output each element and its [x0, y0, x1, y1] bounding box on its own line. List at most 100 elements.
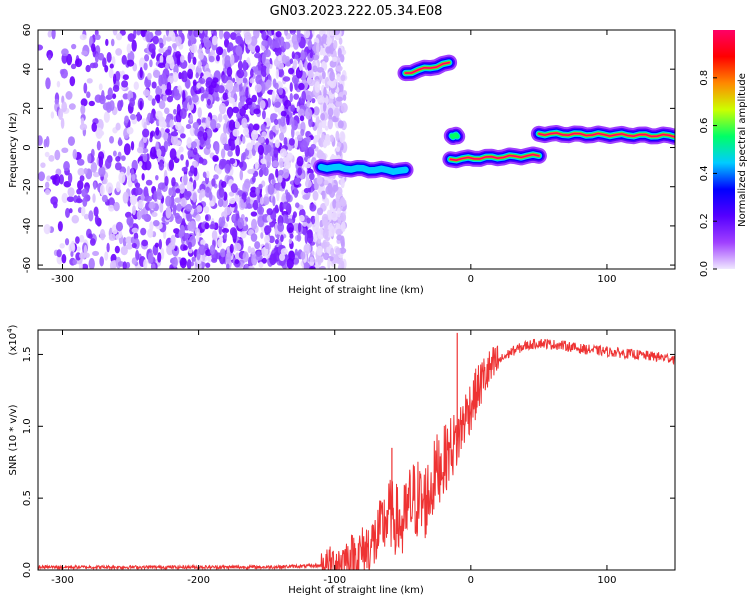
noise-blob	[108, 204, 115, 212]
noise-blob	[227, 107, 233, 119]
noise-blob	[63, 161, 70, 172]
signal-segment	[443, 126, 466, 145]
noise-blob	[211, 257, 218, 263]
noise-blob	[151, 81, 157, 89]
noise-blob	[288, 238, 293, 244]
noise-blob	[188, 30, 193, 37]
noise-blob	[304, 163, 312, 169]
noise-blob	[74, 58, 83, 68]
noise-blob	[309, 256, 315, 263]
noise-blob	[173, 228, 180, 234]
noise-blob	[297, 108, 305, 118]
noise-blob	[217, 85, 225, 94]
noise-blob	[242, 59, 247, 72]
figure-title: GN03.2023.222.05.34.E08	[270, 4, 443, 19]
noise-blob	[86, 91, 91, 99]
noise-blob	[98, 83, 103, 91]
noise-blob	[126, 165, 131, 176]
noise-blob	[232, 106, 240, 114]
noise-blob	[291, 116, 295, 128]
noise-blob	[296, 233, 302, 242]
noise-blob	[277, 54, 282, 62]
noise-blob	[159, 201, 164, 213]
noise-blob	[179, 257, 187, 269]
noise-blob	[185, 123, 192, 130]
noise-blob	[335, 228, 343, 236]
signal-band	[404, 61, 450, 74]
noise-blob	[209, 200, 215, 207]
noise-blob	[126, 126, 134, 135]
noise-blob	[129, 194, 138, 206]
noise-blob	[66, 196, 75, 203]
noise-blob	[280, 248, 288, 255]
noise-blob	[71, 214, 80, 224]
noise-blob	[307, 69, 314, 79]
noise-blob	[142, 153, 148, 163]
noise-blob	[98, 156, 104, 168]
noise-blob	[106, 51, 112, 63]
noise-blob	[265, 144, 272, 153]
noise-blob	[264, 234, 270, 244]
noise-blob	[69, 76, 76, 87]
noise-blob	[152, 69, 161, 79]
noise-blob	[336, 234, 343, 241]
noise-blob	[316, 245, 323, 256]
noise-blob	[219, 248, 226, 258]
noise-blob	[274, 182, 281, 191]
noise-blob	[232, 128, 240, 137]
noise-blob	[186, 100, 194, 111]
noise-blob	[277, 222, 285, 233]
noise-blob	[156, 191, 163, 200]
noise-blob	[149, 131, 154, 139]
noise-blob	[265, 66, 270, 76]
noise-blob	[244, 263, 249, 269]
noise-blob	[313, 106, 320, 116]
noise-blob	[76, 158, 85, 166]
noise-blob	[131, 39, 137, 52]
noise-blob	[279, 132, 285, 141]
noise-blob	[174, 197, 182, 203]
noise-blob	[171, 31, 176, 42]
noise-blob	[260, 123, 267, 132]
noise-blob	[306, 100, 311, 108]
noise-blob	[288, 67, 295, 75]
noise-blob	[229, 227, 237, 237]
noise-blob	[96, 140, 101, 151]
noise-blob	[148, 43, 156, 53]
noise-blob	[223, 231, 228, 240]
noise-blob	[110, 38, 115, 47]
noise-blob	[316, 207, 324, 216]
noise-blob	[228, 191, 235, 197]
noise-blob	[71, 43, 77, 50]
noise-blob	[99, 256, 104, 267]
noise-blob	[182, 90, 186, 103]
noise-blob	[125, 243, 134, 250]
noise-blob	[181, 166, 188, 172]
noise-blob	[81, 188, 88, 198]
noise-blob	[323, 102, 327, 113]
noise-blob	[38, 135, 43, 146]
noise-blob	[235, 35, 243, 45]
noise-blob	[274, 37, 281, 49]
noise-blob	[86, 78, 93, 84]
noise-blob	[257, 61, 262, 69]
noise-blob	[321, 133, 325, 140]
noise-blob	[251, 94, 258, 103]
noise-blob	[103, 111, 110, 123]
noise-blob	[333, 39, 338, 50]
snr-y-label: SNR (10 * v/v)	[8, 404, 19, 475]
colorbar-ticks: 0.0 0.2 0.4 0.6 0.8	[699, 70, 717, 277]
colorbar-tick-label: 0.4	[699, 165, 710, 181]
noise-blob	[271, 30, 275, 36]
noise-blob	[291, 51, 295, 59]
noise-blob	[299, 115, 305, 122]
noise-blob	[156, 94, 161, 104]
noise-blob	[180, 197, 187, 207]
signal-segment	[442, 146, 547, 169]
noise-blob	[120, 155, 126, 162]
noise-blob	[198, 244, 206, 256]
noise-blob	[175, 36, 182, 47]
signal-traces	[313, 54, 675, 180]
noise-blob	[213, 174, 219, 180]
noise-blob	[162, 95, 168, 102]
